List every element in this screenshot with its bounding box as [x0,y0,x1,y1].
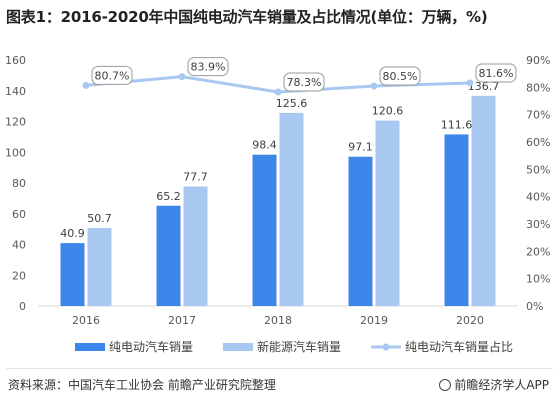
y-left-tick-label: 160 [5,54,26,67]
bar-nev-sales [183,186,208,306]
bar-nev-sales [471,95,496,306]
brand-name: 前瞻经济学人APP [454,378,549,392]
source-note: 资料来源：中国汽车工业协会 前瞻产业研究院整理 [8,378,276,392]
y-left-tick-label: 0 [19,300,26,313]
share-data-label: 80.5% [383,70,418,83]
share-marker [82,81,90,89]
share-label-box [475,63,517,83]
share-label-box [379,66,421,86]
chart: 0 20 40 60 80 100 120 140 160 0% 10% 20% 30% 40% 50% 60… [5,54,550,354]
bar-data-label: 136.7 [468,80,500,93]
bar-data-label: 120.6 [372,105,404,118]
bar-nev-sales [375,120,400,306]
brand-logo-icon [439,379,452,391]
share-data-label: 78.3% [287,76,322,89]
share-data-label: 83.9% [191,61,226,74]
chart-title: 图表1：2016-2020年中国纯电动汽车销量及占比情况(单位：万辆，%) [6,8,488,26]
y-left-tick-label: 80 [12,177,26,190]
brand-credit: 前瞻经济学人APP [439,376,549,393]
y-left-tick-label: 120 [5,116,26,129]
y-right-tick-label: 20% [526,245,550,258]
bar-bev-sales [348,156,373,306]
share-marker [274,88,282,96]
share-marker [178,73,186,81]
y-right-tick-label: 80% [526,81,550,94]
footer-divider [6,368,553,369]
y-left-tick-label: 140 [5,85,26,98]
bar-data-label: 50.7 [87,212,112,225]
legend-label: 纯电动汽车销量占比 [405,339,513,354]
bar-bev-sales [156,205,181,306]
legend-marker [382,343,390,351]
bar-bev-sales [252,154,277,306]
y-right-tick-label: 0% [526,300,543,313]
bar-data-label: 97.1 [348,141,373,154]
x-tick-label: 2019 [360,314,388,327]
bar-bev-sales [444,134,469,306]
bar-nev-sales [87,228,112,306]
bar-data-label: 111.6 [441,118,473,131]
bar-data-label: 98.4 [252,139,277,152]
y-right-tick-label: 40% [526,191,550,204]
y-left-tick-label: 100 [5,146,26,159]
share-marker [370,82,378,90]
share-marker [466,79,474,87]
legend-swatch [223,343,253,351]
y-right-tick-label: 50% [526,163,550,176]
legend-label: 新能源汽车销量 [257,339,341,354]
x-tick-label: 2016 [72,314,100,327]
share-label-box [91,65,133,85]
x-tick-label: 2020 [456,314,484,327]
y-left-tick-label: 40 [12,239,26,252]
bar-data-label: 40.9 [60,227,85,240]
share-label-box [187,57,229,77]
y-right-tick-label: 30% [526,218,550,231]
legend-swatch [75,343,105,351]
y-left-tick-label: 20 [12,269,26,282]
bar-data-label: 125.6 [276,97,308,110]
y-right-tick-label: 90% [526,54,550,67]
y-left-tick-label: 60 [12,208,26,221]
share-data-label: 81.6% [479,67,514,80]
share-label-box [283,72,325,92]
bar-nev-sales [279,112,304,306]
x-tick-label: 2018 [264,314,292,327]
bar-data-label: 65.2 [156,190,181,203]
bar-data-label: 77.7 [183,171,208,184]
y-right-tick-label: 60% [526,136,550,149]
legend-label: 纯电动汽车销量 [109,339,193,354]
bar-bev-sales [60,243,85,306]
footer: 资料来源：中国汽车工业协会 前瞻产业研究院整理 前瞻经济学人APP [0,368,559,403]
x-tick-label: 2017 [168,314,196,327]
y-right-tick-label: 70% [526,109,550,122]
share-data-label: 80.7% [95,69,130,82]
y-right-tick-label: 10% [526,273,550,286]
